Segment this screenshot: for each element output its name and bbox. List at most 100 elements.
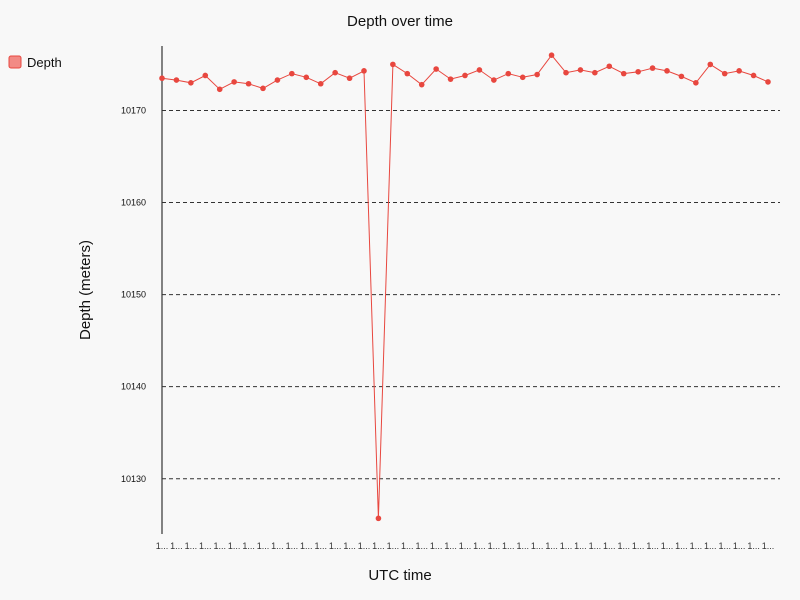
- chart-title: Depth over time: [347, 13, 453, 30]
- x-tick-label: 1...: [531, 541, 544, 551]
- data-point: [174, 77, 180, 83]
- data-point: [433, 66, 439, 72]
- data-point: [650, 65, 656, 71]
- data-point: [563, 70, 569, 76]
- x-tick-label: 1...: [300, 541, 313, 551]
- data-point: [347, 75, 353, 81]
- x-tick-label: 1...: [516, 541, 529, 551]
- data-point: [736, 68, 742, 74]
- x-tick-label: 1...: [762, 541, 775, 551]
- data-point: [707, 62, 713, 68]
- data-point: [679, 74, 685, 80]
- data-point: [246, 81, 252, 87]
- x-tick-label: 1...: [401, 541, 414, 551]
- data-point: [693, 80, 699, 86]
- x-tick-label: 1...: [473, 541, 486, 551]
- x-tick-label: 1...: [213, 541, 226, 551]
- y-axis-label: Depth (meters): [77, 240, 94, 340]
- data-point: [578, 67, 584, 73]
- data-point: [505, 71, 511, 77]
- y-tick-label: 10160: [121, 198, 146, 208]
- x-tick-label: 1...: [156, 541, 169, 551]
- x-tick-label: 1...: [329, 541, 342, 551]
- data-point: [592, 70, 598, 76]
- x-tick-label: 1...: [632, 541, 645, 551]
- data-point: [275, 77, 281, 83]
- x-tick-label: 1...: [502, 541, 515, 551]
- x-tick-label: 1...: [589, 541, 602, 551]
- x-tick-label: 1...: [574, 541, 587, 551]
- legend: Depth: [9, 55, 62, 70]
- x-tick-label: 1...: [343, 541, 356, 551]
- data-point: [491, 77, 497, 83]
- data-point: [361, 68, 367, 74]
- y-tick-label: 10140: [121, 382, 146, 392]
- data-point: [231, 79, 237, 85]
- data-point: [635, 69, 641, 75]
- x-tick-label: 1...: [603, 541, 616, 551]
- data-point: [520, 75, 526, 81]
- x-tick-label: 1...: [430, 541, 443, 551]
- x-tick-label: 1...: [646, 541, 659, 551]
- data-point: [289, 71, 295, 77]
- series-depth: [159, 52, 771, 521]
- data-point: [376, 516, 382, 522]
- data-point: [260, 86, 266, 92]
- x-tick-label: 1...: [733, 541, 746, 551]
- x-tick-label: 1...: [488, 541, 501, 551]
- x-tick-label: 1...: [415, 541, 428, 551]
- x-tick-label: 1...: [242, 541, 255, 551]
- data-point: [390, 62, 396, 68]
- data-point: [332, 70, 338, 76]
- legend-label-depth: Depth: [27, 55, 62, 70]
- data-point: [477, 67, 483, 73]
- data-point: [448, 76, 454, 82]
- y-axis-ticks: 10130 10140 10150 10160 10170: [121, 105, 146, 483]
- x-tick-label: 1...: [545, 541, 558, 551]
- x-tick-label: 1...: [747, 541, 760, 551]
- data-point: [606, 63, 612, 69]
- x-tick-label: 1...: [271, 541, 284, 551]
- x-tick-label: 1...: [170, 541, 183, 551]
- data-point: [765, 79, 771, 85]
- data-point: [621, 71, 627, 77]
- legend-swatch-depth: [9, 56, 21, 68]
- data-point: [303, 75, 309, 81]
- x-tick-label: 1...: [444, 541, 457, 551]
- y-tick-label: 10170: [121, 105, 146, 115]
- x-tick-label: 1...: [459, 541, 472, 551]
- data-point: [722, 71, 728, 77]
- x-axis-ticks: 1... 1... 1... 1... 1... 1... 1... 1... 1... 1...…: [156, 541, 775, 551]
- series-line-depth: [162, 55, 768, 518]
- x-tick-label: 1...: [690, 541, 703, 551]
- data-point: [751, 73, 757, 79]
- data-point: [419, 82, 425, 88]
- x-tick-label: 1...: [718, 541, 731, 551]
- data-point: [664, 68, 670, 74]
- data-point: [202, 73, 208, 79]
- x-tick-label: 1...: [387, 541, 400, 551]
- x-tick-label: 1...: [314, 541, 327, 551]
- grid: [162, 110, 780, 478]
- x-tick-label: 1...: [560, 541, 573, 551]
- x-tick-label: 1...: [675, 541, 688, 551]
- x-tick-label: 1...: [372, 541, 385, 551]
- data-point: [188, 80, 194, 86]
- x-tick-label: 1...: [704, 541, 717, 551]
- data-point: [318, 81, 324, 87]
- x-tick-label: 1...: [617, 541, 630, 551]
- data-point: [534, 72, 540, 78]
- x-tick-label: 1...: [199, 541, 212, 551]
- x-tick-label: 1...: [358, 541, 371, 551]
- y-tick-label: 10150: [121, 290, 146, 300]
- data-point: [549, 52, 555, 58]
- x-tick-label: 1...: [286, 541, 299, 551]
- y-tick-label: 10130: [121, 474, 146, 484]
- data-point: [404, 71, 410, 77]
- x-tick-label: 1...: [257, 541, 270, 551]
- data-point: [462, 73, 468, 79]
- x-tick-label: 1...: [228, 541, 241, 551]
- data-point: [159, 75, 165, 81]
- data-point: [217, 86, 223, 92]
